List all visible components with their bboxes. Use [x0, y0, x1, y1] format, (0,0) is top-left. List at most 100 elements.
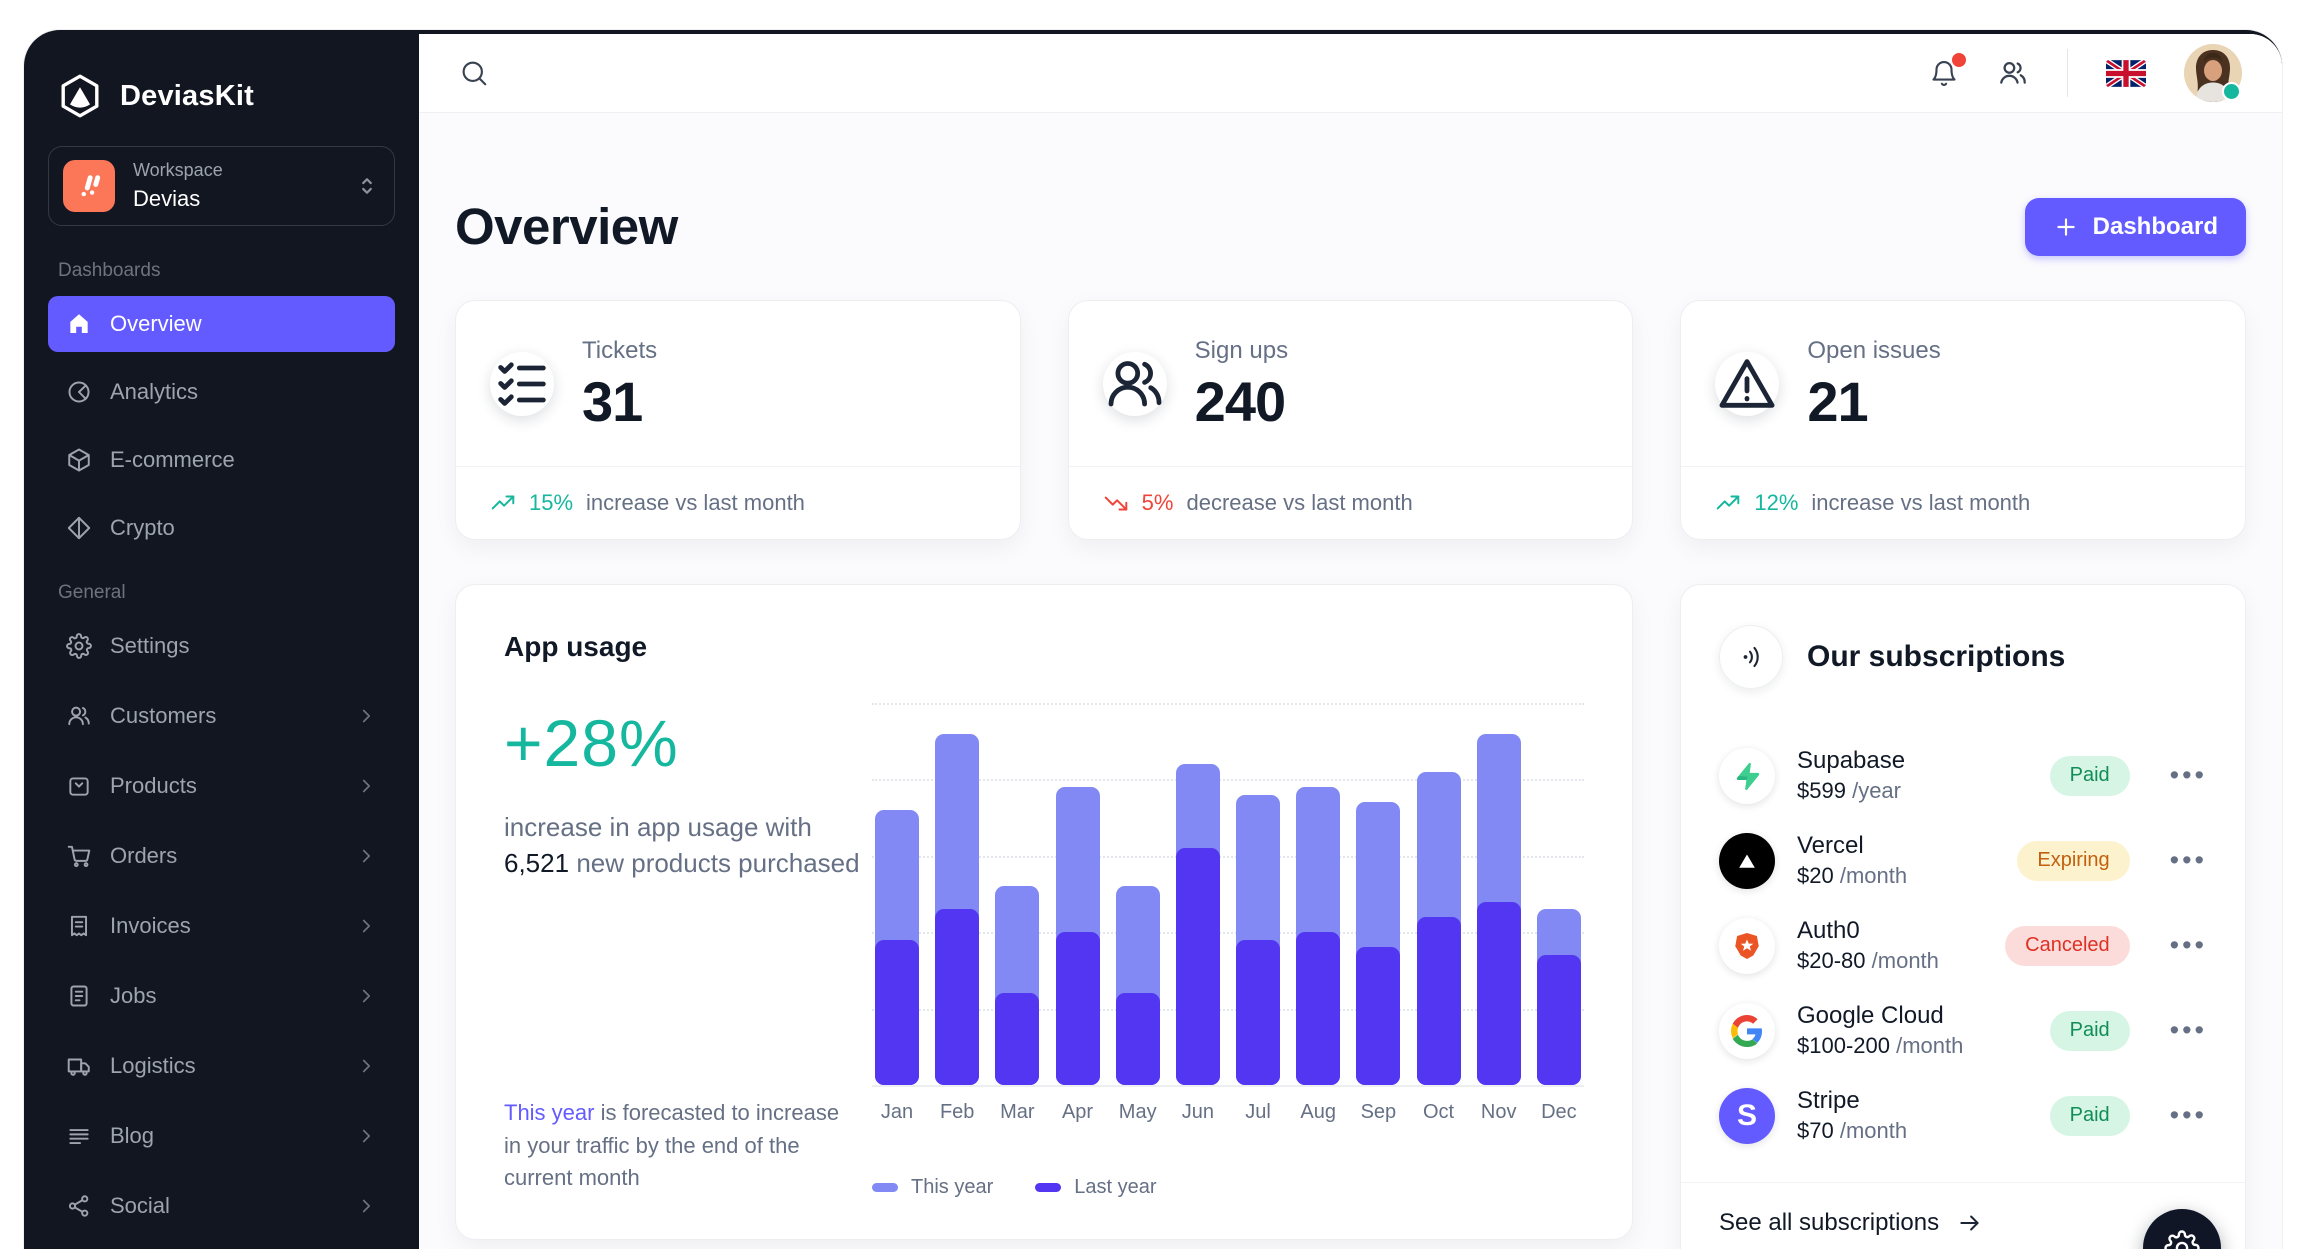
- bar-jun: [1175, 703, 1220, 1085]
- bar-mar: [995, 703, 1040, 1085]
- legend-item-this-year[interactable]: This year: [872, 1176, 993, 1199]
- legend-item-last-year[interactable]: Last year: [1035, 1176, 1157, 1199]
- sidebar-item-label: Blog: [110, 1123, 155, 1148]
- plus-icon: [2053, 214, 2079, 240]
- see-all-subscriptions-link[interactable]: See all subscriptions: [1681, 1182, 2245, 1249]
- sidebar-item-label: Settings: [110, 633, 190, 658]
- status-badge: Paid: [2049, 755, 2130, 796]
- price-period: /month: [1896, 1033, 1964, 1058]
- row-menu-dots-icon[interactable]: •••: [2152, 930, 2207, 961]
- workspace-label: Workspace: [133, 160, 223, 180]
- x-tick-label: Jul: [1245, 1101, 1271, 1123]
- bar-feb: [935, 703, 980, 1085]
- sidebar-item-crypto[interactable]: Crypto: [48, 500, 395, 556]
- sidebar-item-blog[interactable]: Blog: [48, 1108, 395, 1164]
- sidebar-item-social[interactable]: Social: [48, 1178, 395, 1234]
- subscription-price: $20 /month: [1797, 865, 1907, 887]
- workspace-selector[interactable]: Workspace Devias: [48, 146, 395, 226]
- sidebar-item-label: E-commerce: [110, 447, 235, 472]
- chevron-up-down-icon: [354, 173, 380, 199]
- sidebar-item-products[interactable]: Products: [48, 758, 395, 814]
- stat-card-open-issues: Open issues 21 12% increase vs last mont…: [1680, 300, 2247, 540]
- sidebar-item-label: Jobs: [110, 983, 157, 1008]
- subscription-name: Vercel: [1797, 832, 1864, 859]
- sidebar-section-label: General: [58, 582, 126, 603]
- app-usage-card: App usage +28% increase in app usage wit…: [455, 584, 1633, 1240]
- sidebar-item-label: Invoices: [110, 913, 191, 938]
- legend-label: Last year: [1074, 1176, 1157, 1198]
- chart-gridline: [872, 932, 1584, 935]
- usage-highlight: +28%: [504, 706, 679, 780]
- truck-icon: [66, 1053, 92, 1079]
- price-value: $20: [1797, 863, 1834, 888]
- trend-text: increase vs last month: [586, 490, 805, 515]
- language-uk-flag-icon[interactable]: [2106, 59, 2146, 87]
- price-value: $599: [1797, 778, 1846, 803]
- sidebar-item-label: Orders: [110, 843, 178, 868]
- trend-percent: 5%: [1141, 490, 1174, 515]
- bar-aug: [1296, 703, 1341, 1085]
- bar-last-year: [1055, 932, 1100, 1085]
- bar-nov: [1476, 703, 1521, 1085]
- sidebar-section: Settings Customers Products Orders Invoices J…: [48, 618, 395, 1234]
- avatar[interactable]: [2184, 44, 2242, 102]
- sidebar-item-logistics[interactable]: Logistics: [48, 1038, 395, 1094]
- bar-sep: [1356, 703, 1401, 1085]
- row-menu-dots-icon[interactable]: •••: [2152, 1100, 2207, 1131]
- sidebar-item-customers[interactable]: Customers: [48, 688, 395, 744]
- notification-badge: [1952, 53, 1966, 67]
- x-tick-label: May: [1118, 1101, 1157, 1123]
- chart-bars: [872, 703, 1584, 1085]
- warning-icon: [1715, 351, 1780, 416]
- sidebar-item-settings[interactable]: Settings: [48, 618, 395, 674]
- sidebar-item-e-commerce[interactable]: E-commerce: [48, 432, 395, 488]
- trend-down-icon: [1103, 490, 1129, 516]
- price-period: /year: [1852, 778, 1901, 803]
- sidebar-item-overview[interactable]: Overview: [48, 296, 395, 352]
- add-dashboard-button[interactable]: Dashboard: [2024, 197, 2246, 256]
- cube-icon: [66, 447, 92, 473]
- cart-icon: [66, 843, 92, 869]
- users-icon: [1102, 351, 1167, 416]
- subscriptions-title: Our subscriptions: [1807, 640, 2066, 673]
- status-badge: Paid: [2049, 1095, 2130, 1136]
- contacts-users-icon[interactable]: [1997, 57, 2029, 89]
- sidebar: DeviasKit Workspace Devias: [24, 30, 419, 1249]
- brand: DeviasKit: [48, 72, 395, 120]
- search-icon[interactable]: [459, 58, 489, 88]
- sidebar-item-orders[interactable]: Orders: [48, 828, 395, 884]
- chevron-right-icon: [355, 985, 377, 1007]
- sidebar-item-label: Social: [110, 1193, 170, 1218]
- gear-icon: [66, 633, 92, 659]
- row-menu-dots-icon[interactable]: •••: [2152, 760, 2207, 791]
- stat-label: Open issues: [1807, 337, 1941, 364]
- notifications-bell-icon[interactable]: [1929, 53, 1966, 88]
- sidebar-section-label: Dashboards: [58, 260, 161, 281]
- main-area: Overview Dashboard Tickets 31 15% increa…: [419, 34, 2282, 1249]
- price-period: /month: [1871, 948, 1939, 973]
- stat-label: Sign ups: [1194, 337, 1289, 364]
- stats-row: Tickets 31 15% increase vs last month Si…: [455, 300, 2247, 540]
- sidebar-item-label: Overview: [110, 311, 202, 336]
- chevron-right-icon: [355, 1125, 377, 1147]
- sidebar-item-analytics[interactable]: Analytics: [48, 364, 395, 420]
- sidebar-item-jobs[interactable]: Jobs: [48, 968, 395, 1024]
- trend-up-icon: [490, 490, 516, 516]
- stat-trend: 12% increase vs last month: [1681, 466, 2246, 539]
- bar-jan: [875, 703, 919, 1085]
- trend-percent: 12%: [1754, 490, 1799, 515]
- sidebar-item-invoices[interactable]: Invoices: [48, 898, 395, 954]
- price-period: /month: [1839, 1118, 1908, 1143]
- row-menu-dots-icon[interactable]: •••: [2152, 1015, 2207, 1046]
- chevron-right-icon: [355, 915, 377, 937]
- x-tick-label: Nov: [1480, 1101, 1517, 1123]
- bar-last-year: [1296, 932, 1341, 1085]
- x-tick-label: Sep: [1360, 1101, 1397, 1123]
- row-menu-dots-icon[interactable]: •••: [2152, 845, 2207, 876]
- x-tick-label: Feb: [939, 1101, 975, 1123]
- subscription-row-stripe: S Stripe $70 /month Paid •••: [1719, 1073, 2207, 1158]
- sidebar-item-label: Customers: [110, 703, 217, 728]
- bar-apr: [1055, 703, 1100, 1085]
- google-logo-icon: [1719, 1002, 1775, 1059]
- subscription-name: Supabase: [1797, 747, 1906, 774]
